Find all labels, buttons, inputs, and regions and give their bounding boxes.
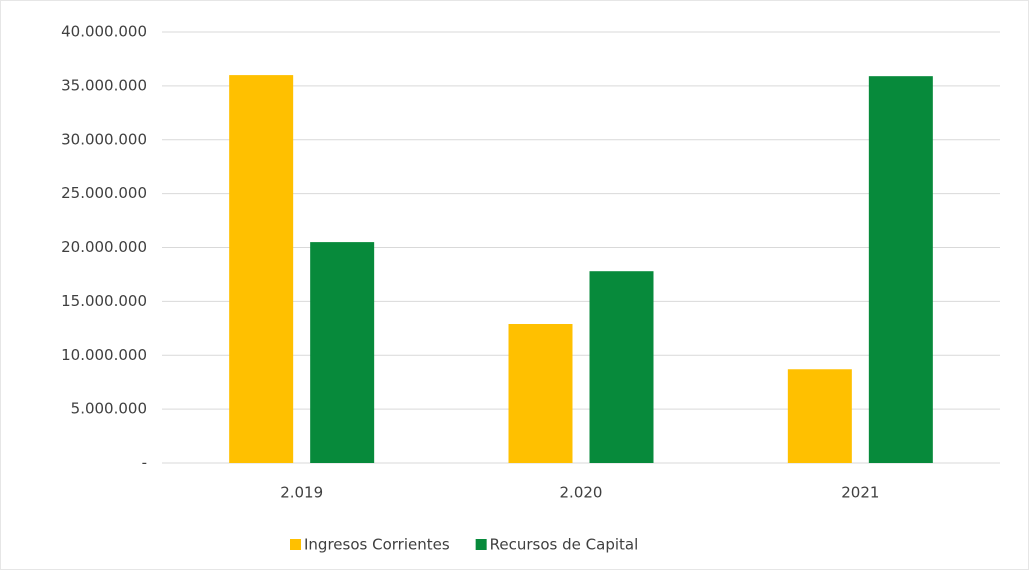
bar — [310, 242, 375, 463]
x-tick-label: 2021 — [841, 484, 879, 502]
bar — [508, 324, 573, 463]
bar — [229, 75, 294, 463]
y-tick-label: 40.000.000 — [61, 23, 147, 41]
y-tick-label: 25.000.000 — [61, 184, 147, 202]
y-tick-label: 10.000.000 — [61, 346, 147, 364]
bar — [868, 76, 933, 464]
x-tick-label: 2.019 — [280, 484, 323, 502]
bar — [589, 271, 654, 463]
y-tick-label: 20.000.000 — [61, 238, 147, 256]
y-tick-label: 5.000.000 — [71, 400, 147, 418]
legend-swatch — [290, 539, 301, 550]
x-tick-label: 2.020 — [560, 484, 603, 502]
legend-label: Ingresos Corrientes — [304, 536, 450, 554]
y-tick-label: 15.000.000 — [61, 292, 147, 310]
legend-label: Recursos de Capital — [490, 536, 639, 554]
legend-swatch — [475, 539, 487, 550]
y-tick-label: - — [142, 454, 147, 472]
bar — [787, 369, 852, 463]
y-tick-label: 30.000.000 — [61, 130, 147, 148]
y-tick-label: 35.000.000 — [61, 76, 147, 94]
